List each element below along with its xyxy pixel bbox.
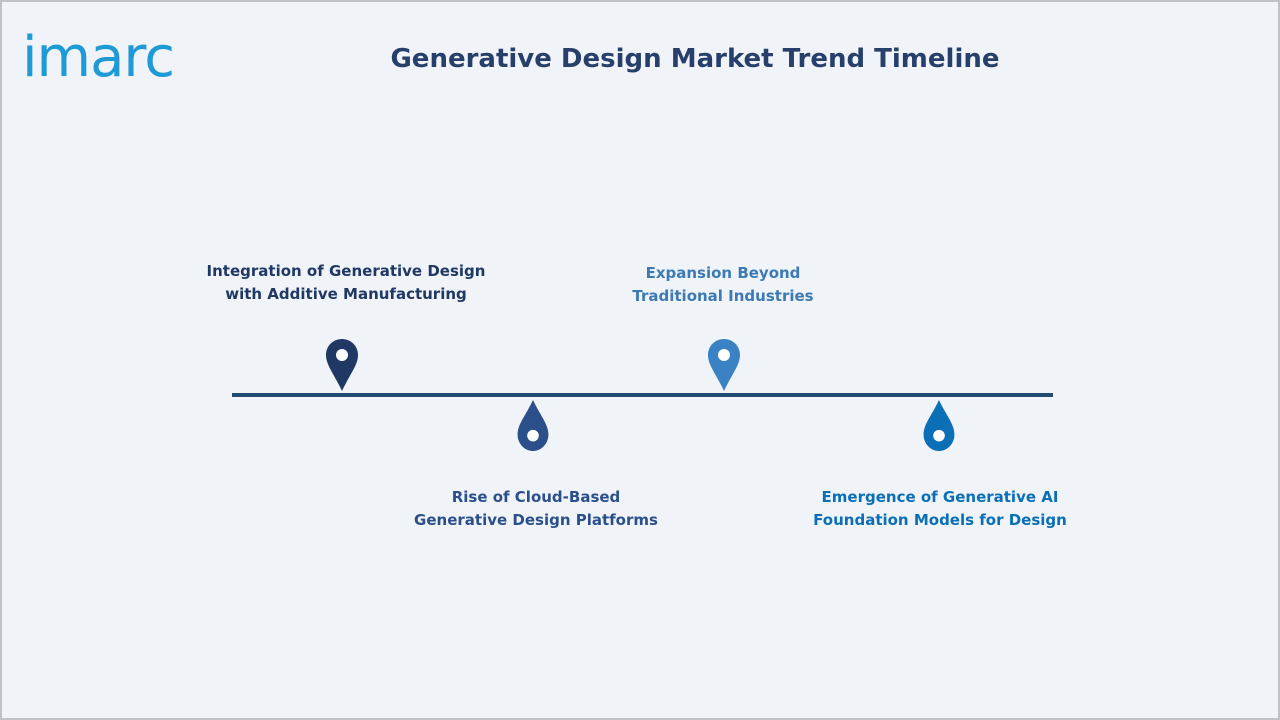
milestone-label-1: Integration of Generative Design with Ad…: [176, 260, 516, 306]
milestone-3-line-2: Traditional Industries: [632, 287, 814, 305]
map-pin-icon: [708, 339, 740, 391]
drop-pin-icon: [517, 399, 549, 452]
milestone-label-2: Rise of Cloud-Based Generative Design Pl…: [366, 486, 706, 532]
milestone-1-line-1: Integration of Generative Design: [206, 262, 486, 280]
milestone-2-line-2: Generative Design Platforms: [414, 511, 658, 529]
svg-text:imarc: imarc: [22, 25, 174, 82]
page-title: Generative Design Market Trend Timeline: [390, 44, 1000, 74]
milestone-3-line-1: Expansion Beyond: [645, 264, 801, 282]
milestone-label-3: Expansion Beyond Traditional Industries: [553, 262, 893, 308]
milestone-4-line-1: Emergence of Generative AI: [821, 488, 1059, 506]
milestone-1-line-2: with Additive Manufacturing: [225, 285, 467, 303]
map-pin-icon: [326, 339, 358, 391]
milestone-2-line-1: Rise of Cloud-Based: [451, 488, 621, 506]
milestone-label-4: Emergence of Generative AI Foundation Mo…: [770, 486, 1110, 532]
drop-pin-icon: [923, 399, 955, 452]
milestone-4-line-2: Foundation Models for Design: [813, 511, 1067, 529]
timeline-axis: [232, 393, 1053, 397]
imarc-logo: imarc: [22, 25, 175, 82]
